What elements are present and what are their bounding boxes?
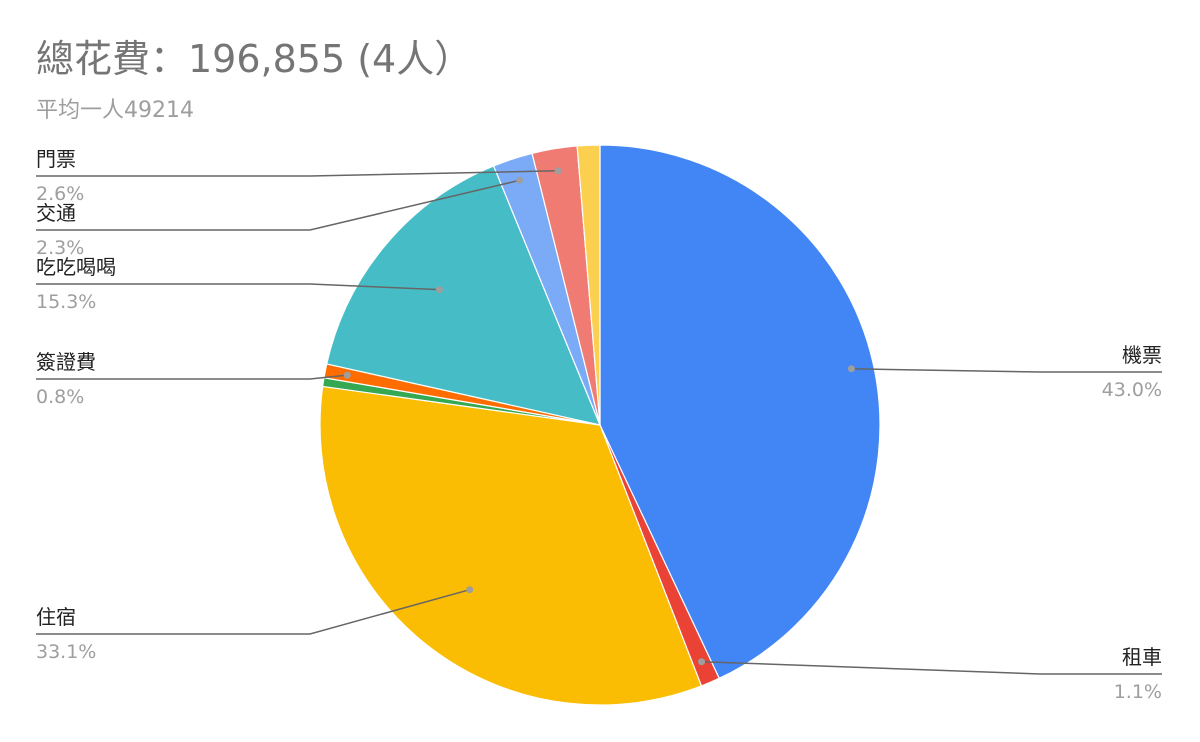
slice-label: 門票 <box>36 147 76 171</box>
leader-dot <box>516 176 524 184</box>
pie-slice <box>326 165 601 426</box>
pie-slices <box>319 144 881 706</box>
pie-slice <box>319 385 703 706</box>
slice-percent: 0.8% <box>36 386 84 408</box>
leader-line <box>36 374 348 380</box>
slice-label: 住宿 <box>36 605 76 629</box>
slice-percent: 43.0% <box>1102 379 1162 401</box>
slice-percent: 1.1% <box>1114 681 1162 703</box>
leader-line <box>36 170 559 177</box>
chart-title: 總花費：196,855 (4人） <box>36 37 473 81</box>
slice-percent: 2.6% <box>36 183 84 205</box>
leader-dot <box>554 167 562 175</box>
leader-dot <box>436 286 443 294</box>
slice-label: 租車 <box>1122 645 1162 669</box>
leader-dot <box>698 658 706 666</box>
slice-label: 簽證費 <box>36 350 96 374</box>
leader-line <box>36 283 440 291</box>
chart-subtitle: 平均一人49214 <box>36 98 194 123</box>
slice-label: 交通 <box>36 201 76 225</box>
slice-percent: 33.1% <box>36 641 96 663</box>
slice-percent: 2.3% <box>36 237 84 259</box>
leader-line <box>851 368 1162 373</box>
leader-dot <box>343 371 351 379</box>
slice-label: 吃吃喝喝 <box>36 255 116 279</box>
leader-line <box>36 588 470 635</box>
pie-slice <box>576 144 601 426</box>
leader-dot <box>466 586 474 594</box>
pie-slice <box>599 144 881 680</box>
leader-dot <box>847 365 855 373</box>
leader-line <box>36 179 520 231</box>
pie-labels: 機票43.0%租車1.1%住宿33.1%簽證費0.8%吃吃喝喝15.3%交通2.… <box>36 147 1162 703</box>
slice-label: 機票 <box>1122 343 1162 367</box>
slice-percent: 15.3% <box>36 291 96 313</box>
leader-line <box>701 660 1162 675</box>
